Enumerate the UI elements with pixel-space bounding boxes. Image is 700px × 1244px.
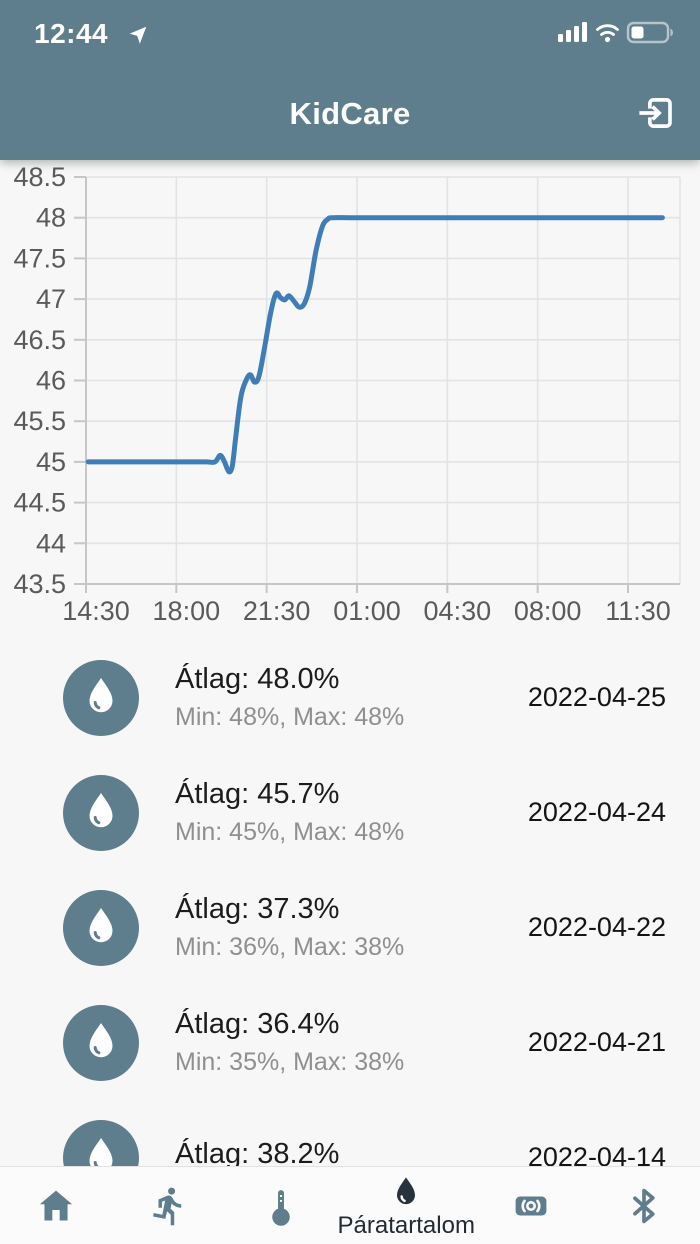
humidity-drop-icon: [63, 659, 139, 736]
logout-button[interactable]: [634, 92, 678, 136]
humidity-chart: 48.5 48 47.5 47 46.5 46 45.5 45 44.5 44 43.5 14:30 1…: [0, 160, 700, 630]
reading-date: 2022-04-24: [527, 797, 666, 827]
minmax-value: Min: 48%, Max: 48%: [175, 703, 405, 731]
daily-readings-list: Átlag: 48.0% Min: 48%, Max: 48% 2022-04-…: [0, 630, 700, 1196]
svg-text:21:30: 21:30: [243, 596, 311, 626]
sensor-icon: [515, 1196, 547, 1215]
svg-text:01:00: 01:00: [333, 596, 401, 626]
daily-reading-row[interactable]: Átlag: 36.4% Min: 35%, Max: 38% 2022-04-…: [0, 985, 700, 1100]
minmax-value: Min: 45%, Max: 48%: [175, 818, 405, 846]
svg-text:46: 46: [36, 366, 66, 396]
minmax-value: Min: 36%, Max: 38%: [175, 933, 405, 961]
reading-date: 2022-04-22: [527, 912, 666, 942]
tab-bluetooth[interactable]: [587, 1167, 700, 1244]
tab-home[interactable]: [0, 1167, 113, 1244]
logout-icon: [639, 98, 672, 128]
average-value: Átlag: 37.3%: [175, 893, 340, 925]
daily-reading-row[interactable]: Átlag: 48.0% Min: 48%, Max: 48% 2022-04-…: [0, 640, 700, 755]
svg-text:44.5: 44.5: [13, 488, 66, 518]
daily-reading-row[interactable]: Átlag: 37.3% Min: 36%, Max: 38% 2022-04-…: [0, 870, 700, 985]
svg-text:45: 45: [36, 447, 66, 477]
daily-reading-row[interactable]: Átlag: 45.7% Min: 45%, Max: 48% 2022-04-…: [0, 755, 700, 870]
svg-text:18:00: 18:00: [153, 596, 221, 626]
reading-date: 2022-04-25: [527, 682, 666, 712]
minmax-value: Min: 35%, Max: 38%: [175, 1048, 405, 1076]
svg-text:47: 47: [36, 284, 66, 314]
humidity-drop-icon: [63, 889, 139, 966]
humidity-drop-icon: [63, 1004, 139, 1081]
svg-text:48.5: 48.5: [13, 162, 66, 192]
bottom-tab-bar: Páratartalom: [0, 1166, 700, 1244]
svg-text:43.5: 43.5: [13, 569, 66, 599]
tab-temperature[interactable]: [225, 1167, 338, 1244]
status-icons: [558, 21, 673, 44]
runner-icon: [152, 1187, 181, 1225]
average-value: Átlag: 38.2%: [175, 1137, 340, 1170]
svg-text:45.5: 45.5: [13, 406, 66, 436]
average-value: Átlag: 45.7%: [175, 778, 340, 810]
average-value: Átlag: 36.4%: [175, 1008, 340, 1040]
svg-text:08:00: 08:00: [514, 596, 582, 626]
svg-text:44: 44: [36, 528, 66, 558]
tab-humidity[interactable]: Páratartalom: [338, 1167, 475, 1244]
svg-text:14:30: 14:30: [62, 596, 130, 626]
svg-text:04:30: 04:30: [424, 596, 492, 626]
tab-activity[interactable]: [113, 1167, 226, 1244]
tab-humidity-label: Páratartalom: [337, 1212, 475, 1239]
bluetooth-icon: [632, 1188, 655, 1223]
svg-text:11:30: 11:30: [605, 596, 671, 626]
line-chart-svg: 48.5 48 47.5 47 46.5 46 45.5 45 44.5 44 43.514:30 1…: [13, 162, 681, 626]
svg-text:46.5: 46.5: [13, 325, 66, 355]
wifi-icon: [596, 24, 619, 43]
status-time: 12:44: [34, 18, 109, 49]
thermometer-icon: [272, 1189, 291, 1226]
reading-date: 2022-04-21: [527, 1027, 666, 1057]
page-title: KidCare: [289, 96, 411, 131]
svg-text:48: 48: [36, 203, 66, 233]
cellular-signal-icon: [558, 22, 587, 42]
water-drop-icon: [397, 1177, 416, 1205]
battery-icon: [626, 21, 673, 44]
tab-sensor[interactable]: [475, 1167, 588, 1244]
average-value: Átlag: 48.0%: [175, 663, 340, 695]
home-icon: [40, 1190, 73, 1221]
location-icon: [129, 26, 147, 44]
app-header: 12:44 KidCare: [0, 0, 700, 160]
svg-text:47.5: 47.5: [13, 243, 66, 273]
humidity-drop-icon: [63, 774, 139, 851]
